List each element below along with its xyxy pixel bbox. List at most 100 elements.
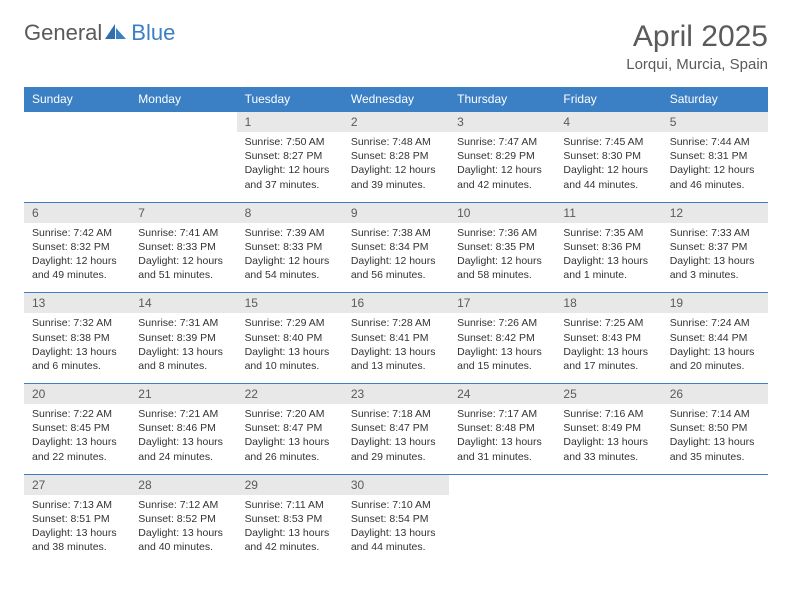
daylight-line: Daylight: 12 hours and 58 minutes.	[457, 254, 547, 282]
sunrise-line: Sunrise: 7:47 AM	[457, 135, 547, 149]
dow-header-cell: Tuesday	[237, 87, 343, 112]
day-content-cell: Sunrise: 7:28 AMSunset: 8:41 PMDaylight:…	[343, 313, 449, 383]
day-content-cell: Sunrise: 7:33 AMSunset: 8:37 PMDaylight:…	[662, 223, 768, 293]
sunset-line: Sunset: 8:47 PM	[351, 421, 441, 435]
day-content-cell: Sunrise: 7:17 AMSunset: 8:48 PMDaylight:…	[449, 404, 555, 474]
daylight-line: Daylight: 12 hours and 42 minutes.	[457, 163, 547, 191]
sunset-line: Sunset: 8:27 PM	[245, 149, 335, 163]
sunset-line: Sunset: 8:44 PM	[670, 331, 760, 345]
sunset-line: Sunset: 8:46 PM	[138, 421, 228, 435]
sunrise-line: Sunrise: 7:35 AM	[563, 226, 653, 240]
sunset-line: Sunset: 8:38 PM	[32, 331, 122, 345]
sunrise-line: Sunrise: 7:50 AM	[245, 135, 335, 149]
sunset-line: Sunset: 8:33 PM	[245, 240, 335, 254]
sunset-line: Sunset: 8:29 PM	[457, 149, 547, 163]
sunrise-line: Sunrise: 7:14 AM	[670, 407, 760, 421]
sunrise-line: Sunrise: 7:10 AM	[351, 498, 441, 512]
day-content-cell: Sunrise: 7:35 AMSunset: 8:36 PMDaylight:…	[555, 223, 661, 293]
day-number-cell: 20	[24, 384, 130, 405]
day-content-row: Sunrise: 7:32 AMSunset: 8:38 PMDaylight:…	[24, 313, 768, 383]
sunset-line: Sunset: 8:48 PM	[457, 421, 547, 435]
empty-cell	[449, 495, 555, 565]
sunrise-line: Sunrise: 7:28 AM	[351, 316, 441, 330]
daylight-line: Daylight: 13 hours and 8 minutes.	[138, 345, 228, 373]
day-content-cell: Sunrise: 7:24 AMSunset: 8:44 PMDaylight:…	[662, 313, 768, 383]
daylight-line: Daylight: 12 hours and 46 minutes.	[670, 163, 760, 191]
day-content-cell: Sunrise: 7:38 AMSunset: 8:34 PMDaylight:…	[343, 223, 449, 293]
day-content-cell: Sunrise: 7:12 AMSunset: 8:52 PMDaylight:…	[130, 495, 236, 565]
daylight-line: Daylight: 13 hours and 13 minutes.	[351, 345, 441, 373]
logo: General Blue	[24, 20, 175, 46]
day-number-cell: 12	[662, 202, 768, 223]
dow-header-cell: Monday	[130, 87, 236, 112]
day-content-cell: Sunrise: 7:47 AMSunset: 8:29 PMDaylight:…	[449, 132, 555, 202]
sunset-line: Sunset: 8:53 PM	[245, 512, 335, 526]
day-content-cell: Sunrise: 7:16 AMSunset: 8:49 PMDaylight:…	[555, 404, 661, 474]
sunset-line: Sunset: 8:43 PM	[563, 331, 653, 345]
daylight-line: Daylight: 13 hours and 3 minutes.	[670, 254, 760, 282]
sunset-line: Sunset: 8:36 PM	[563, 240, 653, 254]
day-content-cell: Sunrise: 7:25 AMSunset: 8:43 PMDaylight:…	[555, 313, 661, 383]
sunset-line: Sunset: 8:49 PM	[563, 421, 653, 435]
sunrise-line: Sunrise: 7:16 AM	[563, 407, 653, 421]
empty-cell	[130, 132, 236, 202]
daylight-line: Daylight: 12 hours and 39 minutes.	[351, 163, 441, 191]
day-content-cell: Sunrise: 7:26 AMSunset: 8:42 PMDaylight:…	[449, 313, 555, 383]
day-number-cell: 26	[662, 384, 768, 405]
empty-cell	[662, 474, 768, 495]
day-number-cell: 6	[24, 202, 130, 223]
day-content-cell: Sunrise: 7:13 AMSunset: 8:51 PMDaylight:…	[24, 495, 130, 565]
sunrise-line: Sunrise: 7:29 AM	[245, 316, 335, 330]
day-content-cell: Sunrise: 7:18 AMSunset: 8:47 PMDaylight:…	[343, 404, 449, 474]
daylight-line: Daylight: 13 hours and 1 minute.	[563, 254, 653, 282]
sunset-line: Sunset: 8:33 PM	[138, 240, 228, 254]
day-number-cell: 22	[237, 384, 343, 405]
day-content-cell: Sunrise: 7:29 AMSunset: 8:40 PMDaylight:…	[237, 313, 343, 383]
month-title: April 2025	[626, 20, 768, 54]
sunrise-line: Sunrise: 7:21 AM	[138, 407, 228, 421]
sunrise-line: Sunrise: 7:26 AM	[457, 316, 547, 330]
sunrise-line: Sunrise: 7:39 AM	[245, 226, 335, 240]
day-number-cell: 4	[555, 112, 661, 133]
daylight-line: Daylight: 13 hours and 17 minutes.	[563, 345, 653, 373]
daylight-line: Daylight: 13 hours and 31 minutes.	[457, 435, 547, 463]
dow-header-cell: Wednesday	[343, 87, 449, 112]
header: General Blue April 2025 Lorqui, Murcia, …	[24, 20, 768, 73]
daylight-line: Daylight: 13 hours and 26 minutes.	[245, 435, 335, 463]
sunrise-line: Sunrise: 7:25 AM	[563, 316, 653, 330]
sunset-line: Sunset: 8:28 PM	[351, 149, 441, 163]
daylight-line: Daylight: 12 hours and 44 minutes.	[563, 163, 653, 191]
empty-cell	[130, 112, 236, 133]
day-number-row: 12345	[24, 112, 768, 133]
day-number-cell: 5	[662, 112, 768, 133]
location-text: Lorqui, Murcia, Spain	[626, 56, 768, 73]
daylight-line: Daylight: 13 hours and 40 minutes.	[138, 526, 228, 554]
sunrise-line: Sunrise: 7:48 AM	[351, 135, 441, 149]
sunset-line: Sunset: 8:34 PM	[351, 240, 441, 254]
sunrise-line: Sunrise: 7:33 AM	[670, 226, 760, 240]
day-number-cell: 14	[130, 293, 236, 314]
sunrise-line: Sunrise: 7:22 AM	[32, 407, 122, 421]
dow-header-cell: Saturday	[662, 87, 768, 112]
empty-cell	[555, 495, 661, 565]
sunrise-line: Sunrise: 7:18 AM	[351, 407, 441, 421]
empty-cell	[24, 112, 130, 133]
sunrise-line: Sunrise: 7:44 AM	[670, 135, 760, 149]
daylight-line: Daylight: 13 hours and 10 minutes.	[245, 345, 335, 373]
sunrise-line: Sunrise: 7:45 AM	[563, 135, 653, 149]
daylight-line: Daylight: 13 hours and 24 minutes.	[138, 435, 228, 463]
sunrise-line: Sunrise: 7:42 AM	[32, 226, 122, 240]
sunset-line: Sunset: 8:51 PM	[32, 512, 122, 526]
day-number-cell: 9	[343, 202, 449, 223]
sunset-line: Sunset: 8:52 PM	[138, 512, 228, 526]
empty-cell	[662, 495, 768, 565]
title-block: April 2025 Lorqui, Murcia, Spain	[626, 20, 768, 73]
dow-header-cell: Friday	[555, 87, 661, 112]
day-content-row: Sunrise: 7:22 AMSunset: 8:45 PMDaylight:…	[24, 404, 768, 474]
daylight-line: Daylight: 12 hours and 49 minutes.	[32, 254, 122, 282]
sunset-line: Sunset: 8:50 PM	[670, 421, 760, 435]
daylight-line: Daylight: 13 hours and 35 minutes.	[670, 435, 760, 463]
sunset-line: Sunset: 8:39 PM	[138, 331, 228, 345]
day-content-cell: Sunrise: 7:48 AMSunset: 8:28 PMDaylight:…	[343, 132, 449, 202]
sunset-line: Sunset: 8:41 PM	[351, 331, 441, 345]
